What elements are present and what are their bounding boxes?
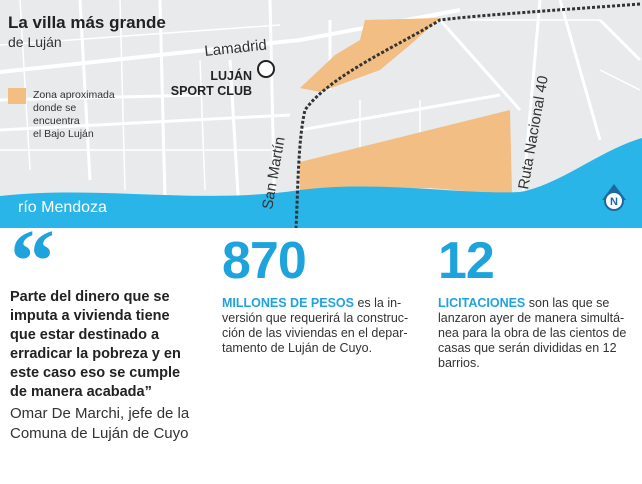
legend-text: donde se xyxy=(33,102,76,114)
river-label: río Mendoza xyxy=(18,199,107,216)
club-label: SPORT CLUB xyxy=(171,84,252,98)
map: La villa más grande de Luján Zona aproxi… xyxy=(0,0,642,228)
quote-text: Parte del dinero que se imputa a vivienda… xyxy=(10,288,215,402)
attribution-line: Comuna de Luján de Cuyo xyxy=(10,425,189,442)
quote-block: “ Parte del dinero que se imputa a vivien… xyxy=(10,212,215,444)
stat-line: nea para la obra de las cientos de xyxy=(438,326,627,340)
quote-line: erradicar la pobreza y en xyxy=(10,346,181,362)
stat-line: es la in- xyxy=(357,296,402,310)
legend-swatch xyxy=(8,88,26,104)
zone xyxy=(300,110,512,195)
stat-line: versión que requerirá la construc- xyxy=(222,311,409,325)
north-label: N xyxy=(610,196,618,208)
stat-line: lanzaron ayer de manera simultá- xyxy=(438,311,625,325)
stat-block: 12 LICITACIONES son las que se lanzaron ay… xyxy=(438,232,638,371)
stat-line: MILLONES DE PESOS es la in- xyxy=(222,296,432,311)
river xyxy=(0,138,642,228)
quote-line: de manera acabada” xyxy=(10,384,152,400)
stat-line: ción de las viviendas en el depar- xyxy=(222,326,408,340)
map-title: La villa más grande xyxy=(8,13,166,32)
stat-lead: MILLONES DE PESOS xyxy=(222,296,354,310)
stat-text: LICITACIONES son las que se lanzaron ayer… xyxy=(438,296,638,371)
legend-text: encuentra xyxy=(33,115,80,127)
stat-number: 12 xyxy=(438,232,495,290)
attribution-line: Omar De Marchi, jefe de la xyxy=(10,405,190,422)
stat-line: barrios. xyxy=(438,356,480,370)
quote-line: este caso eso se cumple xyxy=(10,365,181,381)
quote-mark: “ xyxy=(10,212,55,311)
quote-line: Parte del dinero que se xyxy=(10,289,170,305)
legend-text: el Bajo Luján xyxy=(33,128,94,140)
stat-text: MILLONES DE PESOS es la in-versión que r… xyxy=(222,296,432,356)
railway xyxy=(294,2,641,228)
stat-line: tamento de Luján de Cuyo. xyxy=(222,341,373,355)
stat-block: 870 MILLONES DE PESOS es la in-versión qu… xyxy=(222,232,432,356)
quote-line: imputa a vivienda tiene xyxy=(10,308,170,324)
stat-line: casas que serán divididas en 12 xyxy=(438,341,617,355)
legend-text: Zona aproximada xyxy=(33,89,115,101)
map-subtitle: de Luján xyxy=(8,34,62,50)
zone xyxy=(300,18,440,92)
stat-lead: LICITACIONES xyxy=(438,296,526,310)
club-label: LUJÁN xyxy=(210,68,252,83)
quote-line: que estar destinado a xyxy=(10,327,160,343)
stat-line: son las que se xyxy=(528,296,610,310)
street-label: Lamadrid xyxy=(204,37,268,60)
north-circle xyxy=(604,191,624,211)
stat-line: LICITACIONES son las que se xyxy=(438,296,638,311)
quote-attribution: Omar De Marchi, jefe de la Comuna de Lujá… xyxy=(10,404,215,444)
club-icon xyxy=(257,60,275,78)
stat-number: 870 xyxy=(222,232,307,290)
